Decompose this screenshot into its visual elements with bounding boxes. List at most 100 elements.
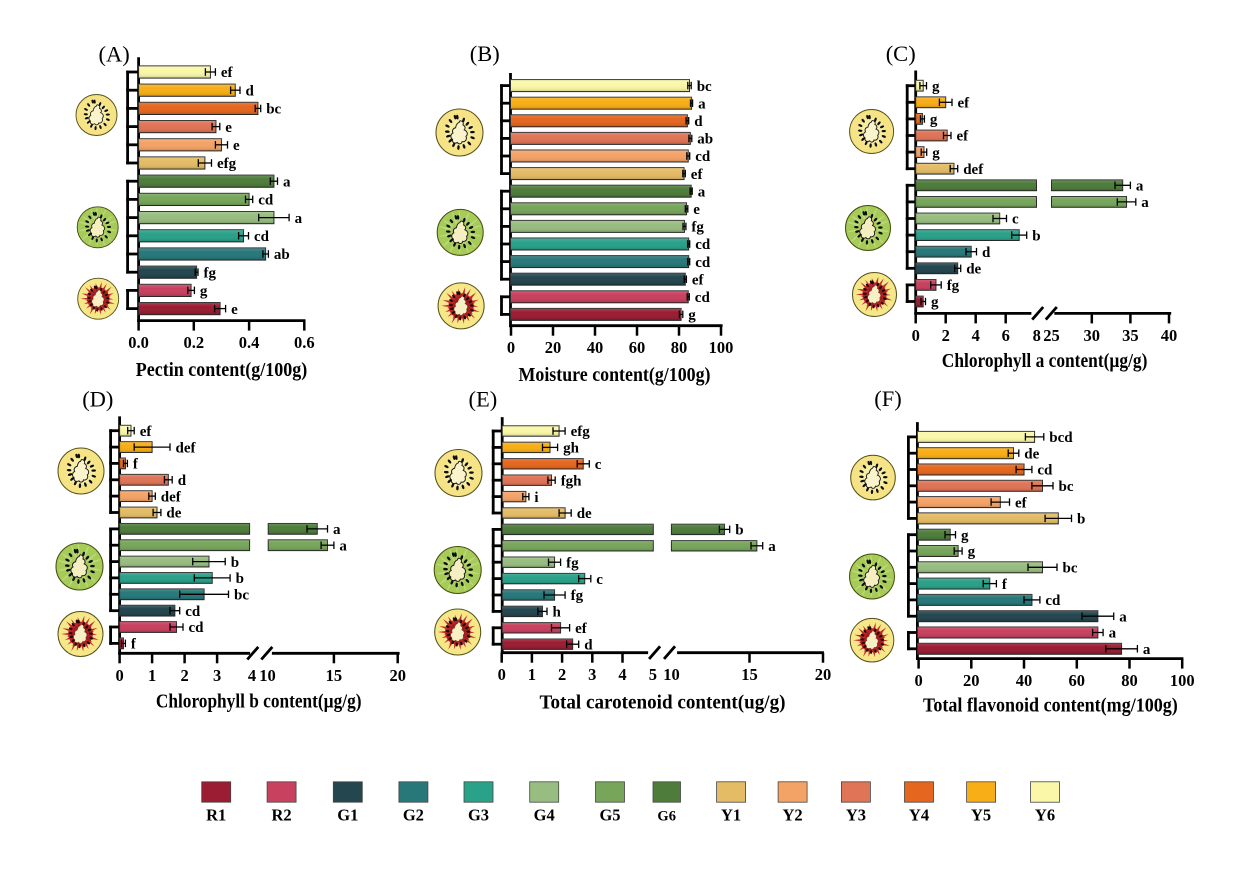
svg-text:de: de	[577, 506, 592, 522]
svg-text:d: d	[584, 637, 593, 653]
svg-text:a: a	[1136, 179, 1144, 195]
svg-text:fgh: fgh	[561, 473, 582, 489]
svg-text:bc: bc	[1059, 479, 1074, 495]
svg-text:Total flavonoid content(mg/100: Total flavonoid content(mg/100g)	[923, 694, 1178, 716]
svg-text:d: d	[246, 83, 255, 99]
svg-text:10: 10	[259, 666, 276, 685]
svg-text:ef: ef	[692, 272, 705, 288]
svg-text:b: b	[236, 571, 244, 587]
svg-text:fg: fg	[204, 265, 217, 281]
svg-text:80: 80	[671, 338, 688, 357]
svg-text:cd: cd	[695, 149, 711, 165]
svg-text:Y4: Y4	[909, 806, 929, 825]
svg-text:80: 80	[1121, 671, 1138, 690]
svg-text:e: e	[693, 202, 700, 218]
svg-text:a: a	[333, 522, 341, 538]
svg-text:60: 60	[1069, 671, 1086, 690]
svg-text:e: e	[231, 302, 238, 318]
svg-text:a: a	[339, 538, 347, 554]
svg-text:a: a	[1141, 195, 1149, 211]
svg-text:cd: cd	[695, 290, 711, 306]
svg-text:i: i	[534, 490, 538, 506]
svg-text:ef: ef	[691, 167, 704, 183]
svg-text:c: c	[596, 572, 603, 588]
svg-text:b: b	[1077, 512, 1085, 528]
svg-text:2: 2	[180, 666, 188, 685]
svg-text:a: a	[698, 96, 706, 112]
svg-text:ab: ab	[697, 132, 713, 148]
svg-text:ab: ab	[274, 247, 290, 263]
svg-text:ef: ef	[957, 129, 970, 145]
svg-text:G2: G2	[403, 806, 424, 825]
svg-text:1: 1	[528, 665, 536, 684]
svg-text:a: a	[295, 211, 303, 227]
svg-text:f: f	[133, 457, 139, 473]
svg-text:R1: R1	[206, 806, 226, 825]
svg-text:d: d	[982, 245, 991, 261]
svg-text:cd: cd	[695, 237, 711, 253]
svg-text:0: 0	[498, 665, 506, 684]
svg-text:0.0: 0.0	[128, 333, 149, 352]
svg-text:0.4: 0.4	[239, 333, 260, 352]
svg-text:a: a	[1109, 626, 1117, 642]
svg-text:g: g	[930, 112, 938, 128]
svg-text:5: 5	[649, 665, 657, 684]
svg-text:d: d	[694, 114, 703, 130]
svg-text:ef: ef	[575, 621, 588, 637]
svg-text:a: a	[698, 184, 706, 200]
svg-text:40: 40	[587, 338, 604, 357]
svg-text:ef: ef	[140, 424, 153, 440]
svg-text:a: a	[1119, 609, 1127, 625]
svg-text:g: g	[200, 284, 208, 300]
svg-text:8: 8	[1033, 326, 1041, 345]
svg-text:(A): (A)	[99, 41, 130, 66]
svg-text:bc: bc	[234, 588, 249, 604]
svg-text:a: a	[768, 539, 776, 555]
svg-text:15: 15	[741, 665, 758, 684]
svg-text:b: b	[1032, 228, 1040, 244]
svg-text:R2: R2	[272, 806, 292, 825]
svg-text:cd: cd	[1045, 593, 1061, 609]
svg-text:Pectin content(g/100g): Pectin content(g/100g)	[136, 359, 307, 381]
svg-text:G3: G3	[468, 806, 489, 825]
svg-text:b: b	[735, 523, 743, 539]
svg-text:a: a	[283, 174, 291, 190]
svg-text:3: 3	[588, 665, 596, 684]
svg-text:g: g	[931, 295, 939, 311]
svg-text:cd: cd	[185, 604, 201, 620]
svg-text:efg: efg	[571, 424, 591, 440]
svg-text:bc: bc	[697, 79, 712, 95]
svg-text:3: 3	[213, 666, 221, 685]
svg-text:h: h	[553, 605, 562, 621]
svg-text:20: 20	[963, 671, 980, 690]
svg-text:4: 4	[972, 326, 980, 345]
svg-text:G4: G4	[534, 806, 555, 825]
svg-text:G5: G5	[599, 806, 620, 825]
svg-text:2: 2	[942, 326, 950, 345]
svg-text:20: 20	[389, 666, 406, 685]
svg-text:Chlorophyll a content(µg/g): Chlorophyll a content(µg/g)	[942, 350, 1148, 372]
svg-text:cd: cd	[254, 229, 270, 245]
svg-text:cd: cd	[189, 620, 205, 636]
svg-text:g: g	[961, 528, 969, 544]
svg-text:gh: gh	[563, 441, 580, 457]
svg-text:fg: fg	[691, 220, 704, 236]
svg-text:ef: ef	[958, 96, 971, 112]
svg-text:30: 30	[1084, 326, 1101, 345]
svg-text:(B): (B)	[470, 41, 500, 66]
svg-text:b: b	[231, 555, 239, 571]
svg-text:2: 2	[558, 665, 566, 684]
svg-text:Y3: Y3	[846, 806, 866, 825]
svg-text:G1: G1	[337, 806, 358, 825]
svg-text:4: 4	[618, 665, 626, 684]
svg-text:(C): (C)	[886, 41, 916, 66]
svg-text:Moisture content(g/100g): Moisture content(g/100g)	[519, 364, 711, 386]
svg-text:6: 6	[1002, 326, 1010, 345]
svg-text:f: f	[1002, 577, 1008, 593]
svg-text:fg: fg	[566, 555, 579, 571]
svg-text:Y5: Y5	[971, 806, 991, 825]
svg-text:def: def	[963, 162, 984, 178]
svg-text:0: 0	[914, 671, 922, 690]
svg-text:efg: efg	[217, 156, 237, 172]
svg-text:0: 0	[115, 666, 123, 685]
